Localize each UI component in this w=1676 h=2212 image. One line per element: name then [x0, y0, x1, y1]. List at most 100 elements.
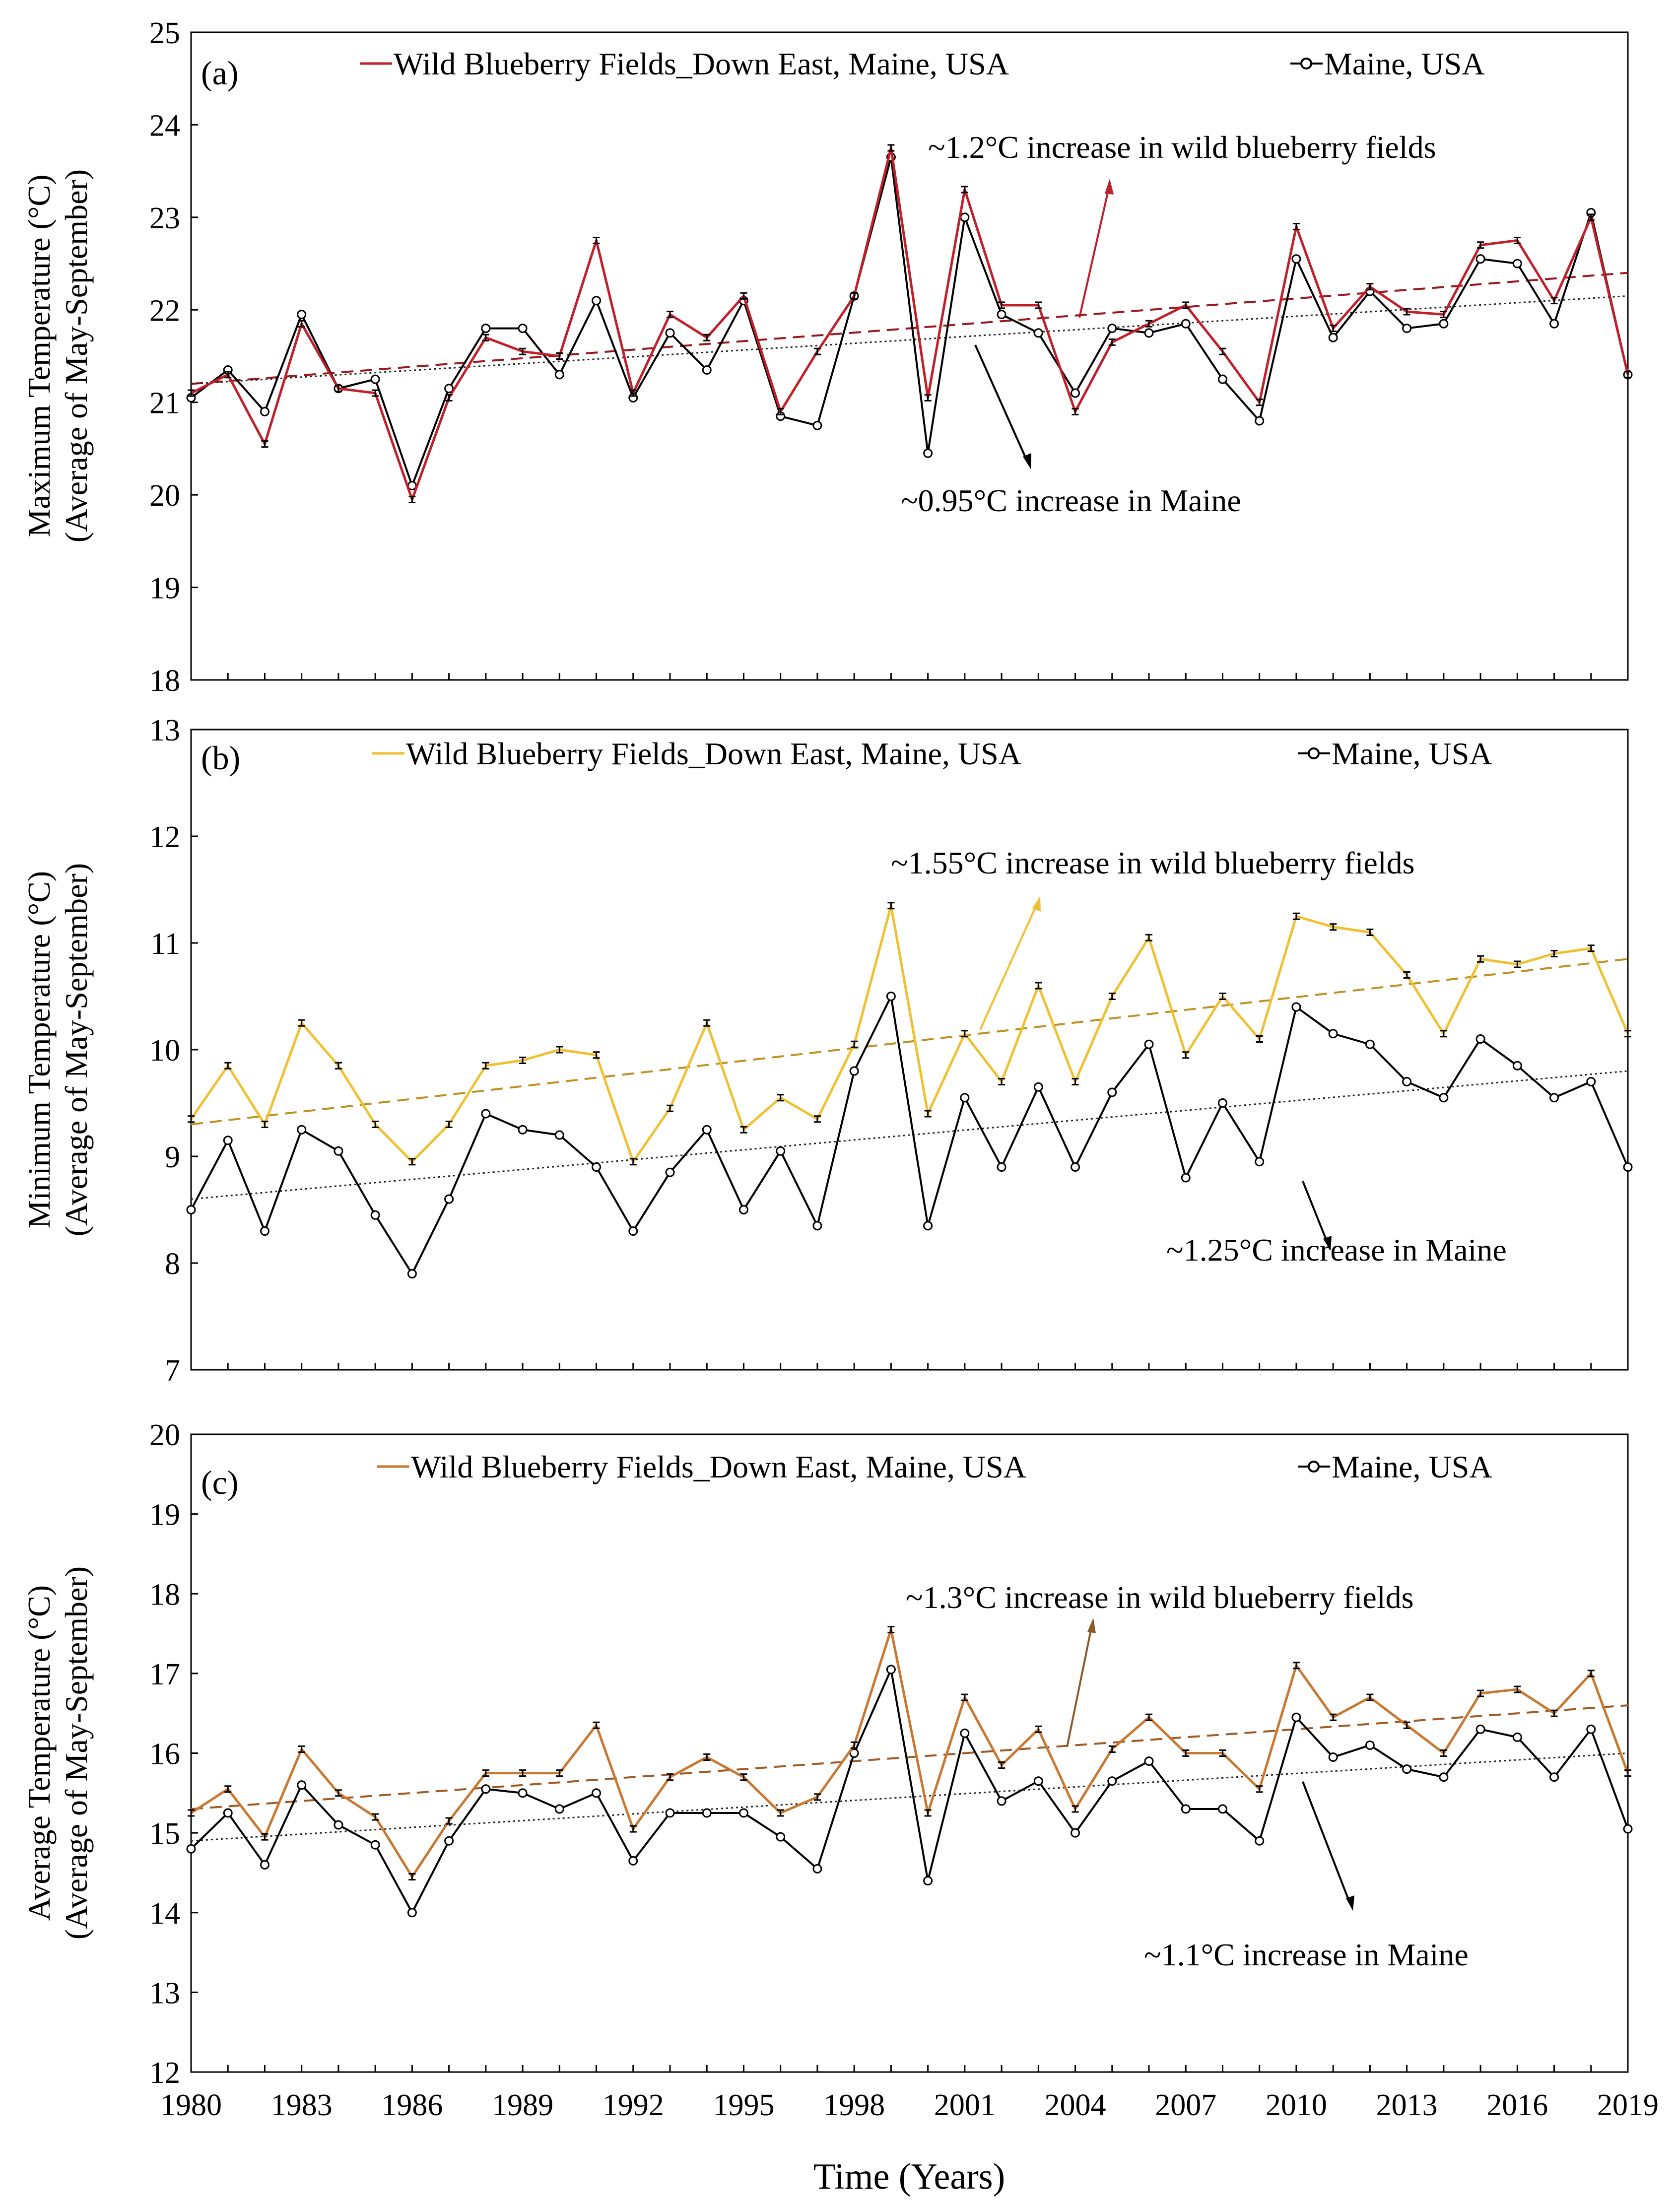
panel-b-point-maine	[592, 1162, 602, 1172]
panel-b-point-maine	[260, 1226, 269, 1236]
panel-b-point-maine	[702, 1125, 712, 1135]
panel-a-ytick-label: 21	[149, 387, 180, 420]
panel-a-line-maine	[190, 156, 1629, 487]
x-tick-label: 1983	[271, 2088, 333, 2122]
panel-b-point-maine	[297, 1125, 307, 1135]
panel-a-ylabel-line2: (Average of May-September)	[59, 169, 94, 542]
panel-b-point-maine	[997, 1162, 1006, 1172]
panel-c-point-maine	[223, 1808, 233, 1818]
panel-b-point-maine	[1586, 1077, 1596, 1086]
panel-c-legend-label-fields: Wild Blueberry Fields_Down East, Maine, …	[411, 1449, 1026, 1484]
panel-c-point-maine	[334, 1820, 343, 1830]
panel-b-label: (b)	[201, 739, 240, 777]
panel-c-point-maine	[997, 1796, 1006, 1806]
panel-a-point-maine	[1217, 374, 1227, 384]
panel-c-legend: Wild Blueberry Fields_Down East, Maine, …	[377, 1449, 1492, 1484]
panel-a-point-maine	[518, 324, 528, 334]
panel-b-ylabel-line2: (Average of May-September)	[59, 863, 94, 1236]
panel-b-point-maine	[628, 1226, 638, 1236]
panel-c-point-maine	[260, 1860, 269, 1870]
panel-b-legend-label-maine: Maine, USA	[1332, 736, 1492, 771]
panel-c-point-maine	[849, 1748, 859, 1758]
panel-b-point-maine	[1107, 1087, 1117, 1097]
panel-b-point-maine	[1475, 1034, 1485, 1044]
panel-a-arrowhead-maine	[1023, 453, 1031, 469]
x-tick-label: 1989	[492, 2088, 553, 2122]
panel-c-ytick-label: 20	[149, 1418, 180, 1452]
panel-b-point-maine	[1439, 1093, 1449, 1103]
panel-b-point-maine	[1181, 1173, 1191, 1183]
x-tick-label: 2019	[1597, 2088, 1659, 2122]
panel-a-point-maine	[297, 310, 307, 320]
panel-c-point-maine	[886, 1665, 896, 1675]
panel-c-point-maine	[297, 1780, 307, 1790]
panel-a-arrow-fields	[1078, 186, 1110, 318]
panel-c-ylabel-line2: (Average of May-September)	[59, 1566, 94, 1940]
panel-b-trend-maine	[191, 1070, 1628, 1200]
panel-b-point-maine	[960, 1093, 970, 1103]
panel-c-ytick-label: 19	[149, 1498, 180, 1532]
panel-b-ytick-label: 13	[149, 714, 180, 747]
panel-a-point-maine	[1328, 333, 1338, 342]
panel-c-trend-fields	[191, 1704, 1628, 1810]
panel-a-legend-label-maine: Maine, USA	[1324, 46, 1485, 81]
x-tick-label: 2013	[1376, 2088, 1438, 2122]
panel-b-legend-label-fields: Wild Blueberry Fields_Down East, Maine, …	[406, 736, 1021, 771]
panel-a-ytick-label: 19	[149, 572, 180, 605]
panel-c-ytick-label: 17	[149, 1658, 180, 1691]
panel-b-legend-marker-maine	[1308, 747, 1320, 759]
panel-a-point-maine	[1402, 324, 1412, 334]
panel-b: (b) Minimum Temperature (°C) (Average of…	[21, 714, 1633, 1388]
panel-a-ytick-label: 18	[149, 664, 180, 698]
panel-a-point-maine	[1071, 388, 1080, 398]
panel-b-data: 7 8 9 10 11 12 13	[149, 714, 1633, 1388]
panel-c-point-maine	[1033, 1776, 1043, 1786]
panel-b-point-maine	[444, 1194, 454, 1204]
x-tick-label: 1998	[823, 2088, 885, 2122]
panel-c-arrowhead-fields	[1087, 1618, 1096, 1633]
x-tick-label: 2016	[1486, 2088, 1548, 2122]
panel-b-point-maine	[518, 1125, 528, 1135]
panel-a-point-maine	[923, 448, 933, 458]
panel-c-point-maine	[1586, 1724, 1596, 1734]
panel-c-ytick-label: 13	[149, 1976, 180, 2010]
panel-c-annotation-fields: ~1.3°C increase in wild blueberry fields	[906, 1580, 1414, 1615]
panel-a-ytick-label: 24	[149, 109, 180, 142]
panel-b-ytick-label: 12	[149, 820, 180, 854]
panel-a-point-maine	[702, 365, 712, 375]
panel-a-point-maine	[554, 370, 564, 380]
panel-c-point-maine	[1439, 1772, 1449, 1782]
panel-b-point-maine	[223, 1136, 233, 1145]
panel-b-point-maine	[481, 1109, 491, 1119]
panel-c-annotation-maine: ~1.1°C increase in Maine	[1144, 1937, 1469, 1972]
panel-b-ytick-label: 9	[165, 1140, 180, 1174]
panel-b-point-maine	[738, 1205, 748, 1214]
panel-b-point-maine	[923, 1221, 933, 1231]
panel-b-point-maine	[812, 1221, 822, 1231]
panel-b-point-maine	[776, 1146, 786, 1156]
panel-c-point-maine	[1181, 1804, 1191, 1814]
panel-a-point-maine	[1512, 259, 1522, 268]
panel-b-ytick-label: 8	[165, 1247, 180, 1281]
panel-c: (c) Average Temperature (°C) (Average of…	[21, 1418, 1633, 2090]
panel-b-point-maine	[1291, 1002, 1301, 1012]
panel-c-legend-marker-maine	[1308, 1461, 1320, 1473]
panel-b-point-maine	[1071, 1162, 1080, 1172]
panel-c-trend-maine	[191, 1752, 1628, 1842]
panel-c-arrowhead-maine	[1346, 1895, 1354, 1911]
panel-b-line-maine	[190, 995, 1629, 1275]
panel-b-point-maine	[1623, 1162, 1633, 1172]
panel-a-point-maine	[1439, 319, 1449, 329]
panel-c-point-maine	[1328, 1752, 1338, 1762]
panel-b-annotation-fields: ~1.55°C increase in wild blueberry field…	[891, 845, 1415, 880]
panel-a-point-maine	[812, 420, 822, 430]
panel-a-line-fields	[190, 146, 1629, 501]
panel-b-arrowhead-maine	[1323, 1236, 1332, 1251]
panel-b-point-maine	[186, 1205, 196, 1214]
panel-c-point-maine	[776, 1832, 786, 1842]
panel-c-point-maine	[1512, 1732, 1522, 1742]
panel-c-ytick-label: 16	[149, 1738, 180, 1771]
x-axis-label: Time (Years)	[813, 2156, 1006, 2197]
x-tick-label: 2001	[934, 2088, 996, 2122]
panel-c-point-maine	[370, 1840, 380, 1850]
